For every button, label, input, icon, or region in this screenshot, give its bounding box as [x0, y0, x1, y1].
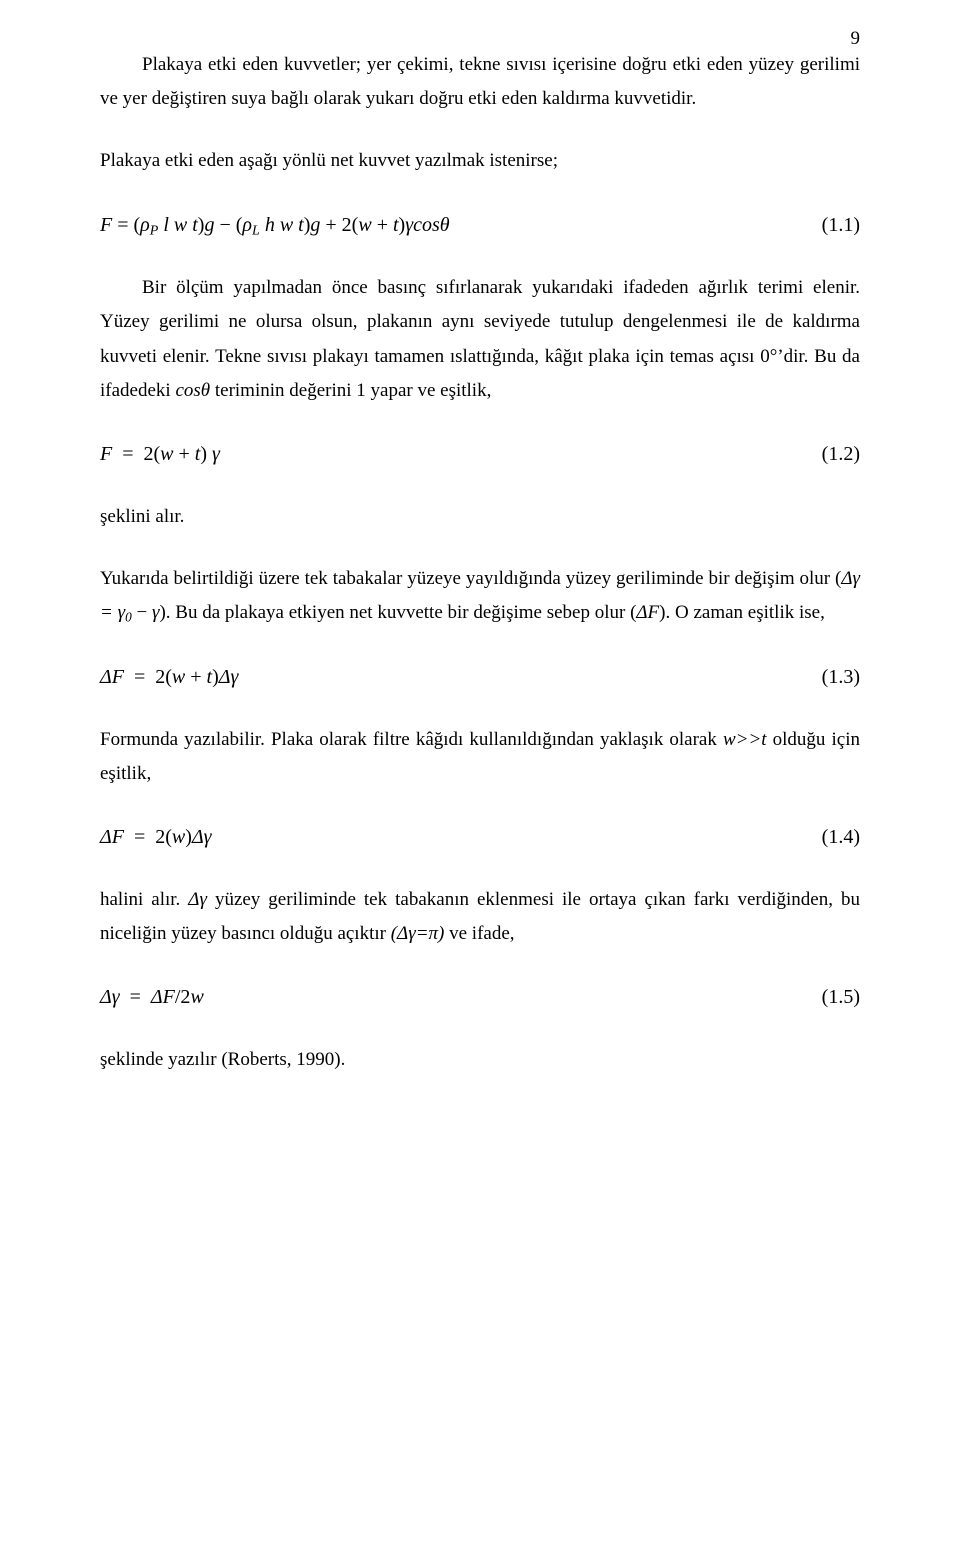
equation-1: F = (ρP l w t)g − (ρL h w t)g + 2(w + t)… [100, 207, 860, 244]
equation-2: F = 2(w + t) γ (1.2) [100, 436, 860, 472]
equation-2-number: (1.2) [822, 436, 860, 472]
paragraph-6: Formunda yazılabilir. Plaka olarak filtr… [100, 723, 860, 791]
equation-5-number: (1.5) [822, 979, 860, 1015]
paragraph-7: halini alır. Δγ yüzey geriliminde tek ta… [100, 883, 860, 951]
equation-5: Δγ = ΔF/2w (1.5) [100, 979, 860, 1015]
equation-4-body: ΔF = 2(w)Δγ [100, 819, 806, 855]
equation-3-number: (1.3) [822, 659, 860, 695]
paragraph-8: şeklinde yazılır (Roberts, 1990). [100, 1043, 860, 1077]
equation-4-number: (1.4) [822, 819, 860, 855]
page: 9 Plakaya etki eden kuvvetler; yer çekim… [0, 0, 960, 1554]
paragraph-5: Yukarıda belirtildiği üzere tek tabakala… [100, 562, 860, 630]
paragraph-4: şeklini alır. [100, 500, 860, 534]
equation-2-body: F = 2(w + t) γ [100, 436, 806, 472]
equation-3: ΔF = 2(w + t)Δγ (1.3) [100, 659, 860, 695]
page-number: 9 [851, 28, 861, 50]
equation-1-body: F = (ρP l w t)g − (ρL h w t)g + 2(w + t)… [100, 207, 806, 244]
equation-5-body: Δγ = ΔF/2w [100, 979, 806, 1015]
paragraph-3: Bir ölçüm yapılmadan önce basınç sıfırla… [100, 271, 860, 408]
paragraph-2: Plakaya etki eden aşağı yönlü net kuvvet… [100, 144, 860, 178]
paragraph-1: Plakaya etki eden kuvvetler; yer çekimi,… [100, 48, 860, 116]
equation-1-number: (1.1) [822, 207, 860, 243]
equation-4: ΔF = 2(w)Δγ (1.4) [100, 819, 860, 855]
equation-3-body: ΔF = 2(w + t)Δγ [100, 659, 806, 695]
